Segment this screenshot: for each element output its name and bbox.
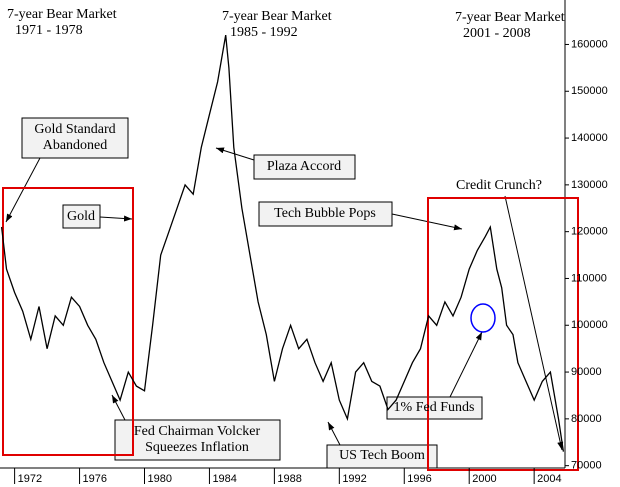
y-tick-label: 80000 — [571, 413, 602, 425]
annotation: 7-year Bear Market — [455, 10, 565, 25]
x-tick-label: 2004 — [537, 473, 561, 485]
y-tick-label: 140000 — [571, 132, 608, 144]
annotation: Credit Crunch? — [456, 178, 542, 193]
y-tick-label: 70000 — [571, 460, 602, 472]
line-series — [0, 34, 565, 452]
box — [258, 201, 393, 227]
highlight-circle — [470, 303, 496, 333]
arrow — [111, 394, 126, 421]
annotation: US Tech Boom — [339, 448, 425, 463]
box — [253, 154, 356, 180]
arrow — [99, 215, 133, 222]
annotation: Gold Standard — [34, 122, 115, 137]
annotation: Tech Bubble Pops — [274, 206, 376, 221]
arrow — [449, 331, 483, 398]
annotation: Plaza Accord — [267, 159, 341, 174]
x-tick-label: 1988 — [277, 473, 301, 485]
y-tick-label: 150000 — [571, 85, 608, 97]
annotation: 2001 - 2008 — [463, 26, 531, 41]
box — [114, 419, 281, 461]
arrow — [5, 157, 41, 223]
annotation: Gold — [67, 209, 95, 224]
x-tick-label: 1992 — [342, 473, 366, 485]
annotation: 1971 - 1978 — [15, 23, 83, 38]
x-tick-label: 2000 — [472, 473, 496, 485]
y-tick-label: 160000 — [571, 38, 608, 50]
annotation: 1985 - 1992 — [230, 25, 298, 40]
x-tick-label: 1984 — [212, 473, 236, 485]
annotation: Squeezes Inflation — [145, 440, 249, 455]
annotation: Abandoned — [43, 138, 108, 153]
y-tick-label: 100000 — [571, 319, 608, 331]
y-tick-label: 90000 — [571, 366, 602, 378]
annotation-boxes — [21, 117, 483, 469]
x-tick-label: 1996 — [407, 473, 431, 485]
x-tick-label: 1976 — [83, 473, 107, 485]
highlight-box — [2, 187, 134, 456]
x-tick-label: 1980 — [147, 473, 171, 485]
y-tick-label: 120000 — [571, 226, 608, 238]
arrow — [504, 195, 564, 451]
y-tick-label: 110000 — [571, 272, 607, 284]
highlight-box — [427, 197, 579, 471]
x-tick-label: 1972 — [18, 473, 42, 485]
arrow — [327, 421, 341, 446]
annotation: Fed Chairman Volcker — [134, 424, 261, 439]
box — [62, 204, 101, 229]
box — [21, 117, 129, 159]
y-tick-label: 130000 — [571, 179, 608, 191]
annotation: 7-year Bear Market — [222, 9, 332, 24]
annotation: 7-year Bear Market — [7, 7, 117, 22]
annotation: 1% Fed Funds — [394, 400, 475, 415]
